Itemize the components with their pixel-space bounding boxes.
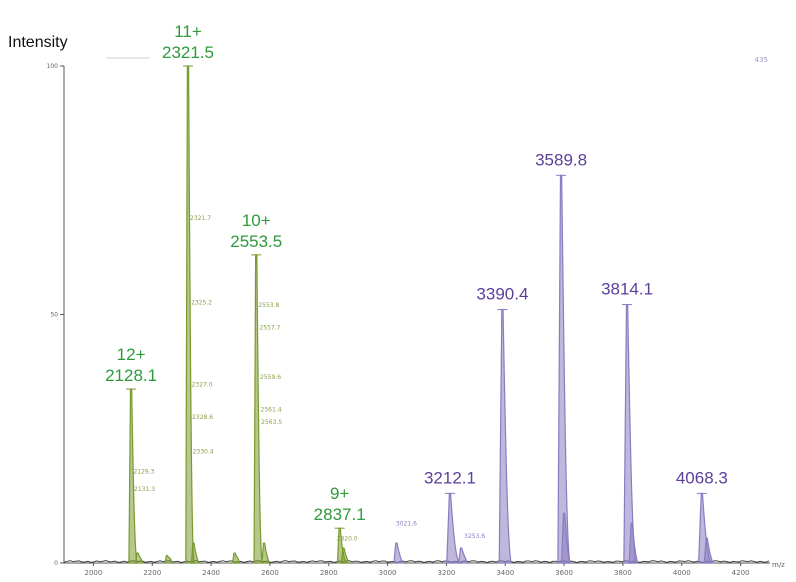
y-tick-label: 0 [54,560,58,567]
minor-peak [164,554,173,564]
minor-peak-label: 2559.6 [260,374,281,381]
mz-peak-label: 3589.8 [535,150,587,169]
mz-peak-label: 2321.5 [162,43,214,62]
minor-peak-label: 2327.0 [192,382,213,389]
x-tick-label: 3800 [614,569,632,577]
x-tick-label: 3600 [555,569,573,577]
minor-peak-label: 3253.6 [464,533,485,540]
mz-peak-label: 3814.1 [601,280,653,299]
x-tick-label: 2400 [202,569,220,577]
charge-state-label: 11+ [174,22,202,41]
x-tick-label: 4000 [673,569,691,577]
x-tick-label: 3000 [379,569,397,577]
minor-peak-label: 2563.5 [261,419,282,426]
minor-peak [134,552,144,564]
charge-state-label: 12+ [117,345,146,364]
peak-3589.8 [557,174,572,564]
minor-peak-label: 2553.8 [258,302,279,309]
y-tick-label: 50 [50,312,58,319]
peak-3814.1 [623,303,637,564]
y-tick-label: 100 [47,63,59,70]
x-tick-label: 2800 [320,569,338,577]
x-axis-unit: m/z [772,561,785,569]
minor-peak-label: 3021.6 [396,521,417,528]
minor-peak-label: 2129.3 [133,469,154,476]
mz-peak-label: 3212.1 [424,468,476,487]
minor-peak [190,542,200,564]
minor-peak-label: 2561.4 [261,406,282,413]
x-tick-label: 4200 [732,569,750,577]
minor-peak-label: 2321.7 [190,215,211,222]
minor-peak-label: 2557.7 [259,324,280,331]
mz-peak-label: 2837.1 [314,505,366,524]
x-tick-label: 3400 [496,569,514,577]
minor-peak [628,522,639,564]
peak-2321.5 [185,65,195,564]
mz-peak-label: 4068.3 [676,468,728,487]
minor-peak [340,547,350,564]
max-intensity-label: 435 [755,56,768,64]
minor-peak [261,542,270,564]
mz-peak-label: 2553.5 [230,232,282,251]
minor-peak-label: 2330.4 [193,449,214,456]
peak-2128.1 [128,388,138,564]
minor-peak [231,552,241,564]
mz-peak-label: 2128.1 [105,366,157,385]
peak-3212.1 [446,492,460,564]
minor-peak [457,547,468,564]
x-tick-label: 2000 [85,569,103,577]
x-tick-label: 2200 [143,569,161,577]
minor-peak-label: 2131.3 [134,486,155,493]
minor-peak-label: 2328.6 [192,414,213,421]
peak-2553.5 [253,254,264,564]
y-axis-label: Intensity [8,34,68,51]
peak-3390.4 [498,308,513,564]
charge-state-label: 9+ [330,484,349,503]
minor-peak [703,537,714,564]
minor-peak [393,542,404,564]
charge-state-label: 10+ [242,211,271,230]
minor-peak-label: 2325.2 [191,300,212,307]
x-tick-label: 2600 [261,569,279,577]
minor-peak-label: 2820.0 [337,536,358,543]
x-tick-label: 3200 [438,569,456,577]
baseline-trace [63,560,770,564]
mz-peak-label: 3390.4 [476,285,528,304]
minor-peak [560,512,571,564]
